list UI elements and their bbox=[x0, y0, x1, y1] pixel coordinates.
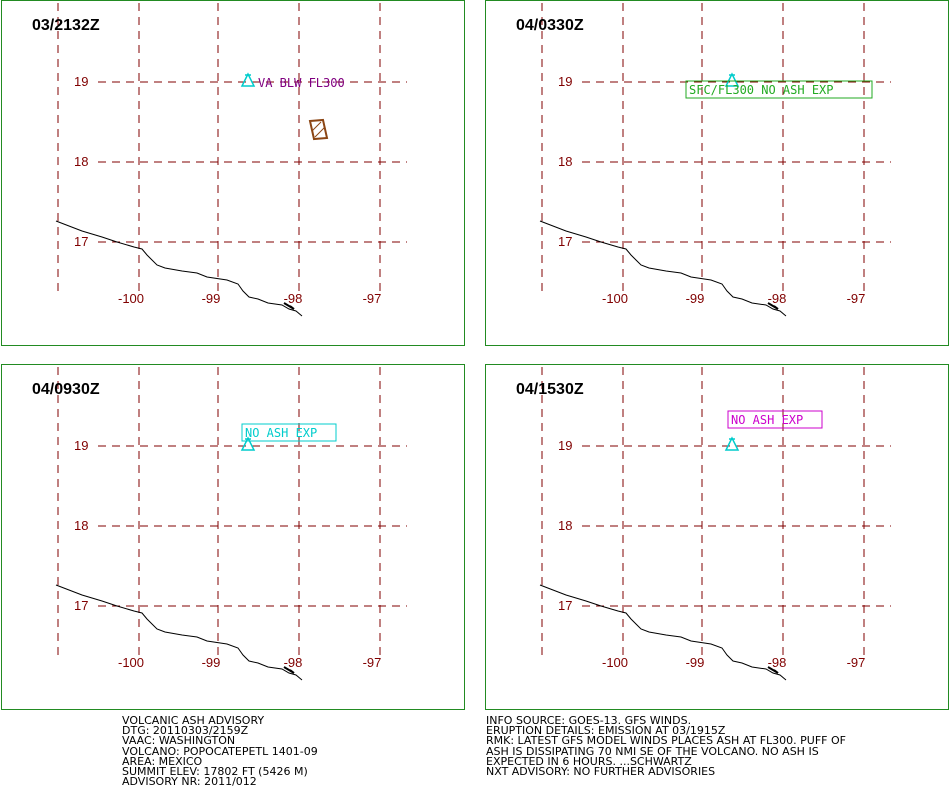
volcano-triangle-icon bbox=[240, 436, 256, 451]
advisory-line: AREA: MEXICO bbox=[122, 754, 203, 768]
advisory-line: ERUPTION DETAILS: EMISSION AT 03/1915Z bbox=[486, 724, 726, 738]
annotation-box bbox=[727, 410, 823, 429]
longitude-label: -100 bbox=[602, 655, 628, 670]
advisory-line: ASH IS DISSIPATING 70 NMI SE OF THE VOLC… bbox=[486, 744, 819, 758]
longitude-label: -97 bbox=[847, 655, 866, 670]
map-canvas: 19 18 17 -100 -99 -98 -97 NO ASH EXP bbox=[55, 367, 407, 681]
latitude-label: 18 bbox=[74, 518, 88, 533]
annotation-box bbox=[241, 423, 337, 442]
latitude-label: 19 bbox=[74, 438, 88, 453]
annotation-box bbox=[685, 80, 873, 99]
ash-annotation-label: NO ASH EXP bbox=[731, 413, 803, 427]
advisory-line: VOLCANIC ASH ADVISORY bbox=[122, 714, 265, 727]
panel-time-label: 04/0330Z bbox=[516, 17, 584, 34]
volcano-triangle-icon bbox=[724, 72, 740, 87]
longitude-label: -98 bbox=[768, 655, 787, 670]
advisory-remarks-text: INFO SOURCE: GOES-13. GFS WINDS. ERUPTION… bbox=[486, 714, 846, 778]
advisory-line: VAAC: WASHINGTON bbox=[122, 734, 236, 748]
ash-annotation-label: VA BLW FL300 bbox=[258, 76, 345, 90]
longitude-label: -98 bbox=[284, 291, 303, 306]
coastline bbox=[55, 584, 303, 681]
ash-annotation-label: SFC/FL300 NO ASH EXP bbox=[689, 83, 834, 97]
volcano-triangle-icon bbox=[724, 436, 740, 451]
latitude-label: 17 bbox=[74, 598, 88, 613]
advisory-line: SUMMIT ELEV: 17802 FT (5426 M) bbox=[122, 764, 308, 778]
latitude-label: 18 bbox=[558, 518, 572, 533]
longitude-label: -100 bbox=[118, 655, 144, 670]
longitude-label: -100 bbox=[118, 291, 144, 306]
latitude-label: 17 bbox=[558, 234, 572, 249]
panel-time-label: 03/2132Z bbox=[32, 17, 100, 34]
coastline bbox=[539, 584, 787, 681]
advisory-header-text: VOLCANIC ASH ADVISORY DTG: 20110303/2159Z… bbox=[122, 714, 318, 789]
longitude-label: -99 bbox=[202, 291, 221, 306]
advisory-line: EXPECTED IN 6 HOURS. ...SCHWARTZ bbox=[486, 754, 692, 768]
panel-time-label: 04/0930Z bbox=[32, 381, 100, 398]
longitude-label: -98 bbox=[768, 291, 787, 306]
latitude-label: 18 bbox=[74, 154, 88, 169]
longitude-label: -97 bbox=[363, 655, 382, 670]
latitude-label: 19 bbox=[558, 438, 572, 453]
longitude-label: -97 bbox=[847, 291, 866, 306]
advisory-line: DTG: 20110303/2159Z bbox=[122, 724, 249, 738]
ash-cloud-polygon bbox=[308, 118, 329, 141]
longitude-label: -97 bbox=[363, 291, 382, 306]
longitude-label: -99 bbox=[202, 655, 221, 670]
map-canvas: 19 18 17 -100 -99 -98 -97 VA BLW FL300 bbox=[55, 3, 407, 317]
panel-time-label: 04/1530Z bbox=[516, 381, 584, 398]
advisory-line: INFO SOURCE: GOES-13. GFS WINDS. bbox=[486, 714, 692, 727]
advisory-line: NXT ADVISORY: NO FURTHER ADVISORIES bbox=[486, 764, 716, 778]
longitude-label: -99 bbox=[686, 655, 705, 670]
advisory-line: ADVISORY NR: 2011/012 bbox=[122, 775, 257, 789]
map-panel-1: 19 18 17 -100 -99 -98 -97 VA BLW FL300 03/2132Z bbox=[1, 0, 465, 346]
latitude-label: 19 bbox=[558, 74, 572, 89]
map-panel-3: 19 18 17 -100 -99 -98 -97 NO ASH EXP 04/0930Z bbox=[1, 364, 465, 710]
coastline bbox=[539, 220, 787, 317]
advisory-line: VOLCANO: POPOCATEPETL 1401-09 bbox=[122, 744, 318, 758]
map-panel-2: 19 18 17 -100 -99 -98 -97 SFC/FL300 NO ASH EXP … bbox=[485, 0, 949, 346]
map-panel-4: 19 18 17 -100 -99 -98 -97 NO ASH EXP 04/1530Z bbox=[485, 364, 949, 710]
longitude-label: -98 bbox=[284, 655, 303, 670]
ash-annotation-label: NO ASH EXP bbox=[245, 426, 317, 440]
advisory-line: RMK: LATEST GFS MODEL WINDS PLACES ASH A… bbox=[486, 734, 846, 748]
map-canvas: 19 18 17 -100 -99 -98 -97 SFC/FL300 NO ASH EXP bbox=[539, 3, 891, 317]
volcano-triangle-icon bbox=[240, 72, 256, 87]
latitude-label: 17 bbox=[558, 598, 572, 613]
longitude-label: -99 bbox=[686, 291, 705, 306]
latitude-label: 17 bbox=[74, 234, 88, 249]
coastline bbox=[55, 220, 303, 317]
latitude-label: 18 bbox=[558, 154, 572, 169]
map-canvas: 19 18 17 -100 -99 -98 -97 NO ASH EXP bbox=[539, 367, 891, 681]
latitude-label: 19 bbox=[74, 74, 88, 89]
longitude-label: -100 bbox=[602, 291, 628, 306]
